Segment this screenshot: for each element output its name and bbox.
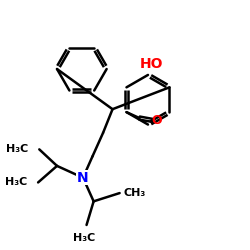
Text: HO: HO <box>140 57 163 71</box>
Text: N: N <box>77 171 89 185</box>
Text: O: O <box>152 114 162 127</box>
Text: CH₃: CH₃ <box>123 188 146 198</box>
Text: H₃C: H₃C <box>6 144 29 154</box>
Text: H₃C: H₃C <box>73 233 95 243</box>
Text: H₃C: H₃C <box>5 178 28 188</box>
